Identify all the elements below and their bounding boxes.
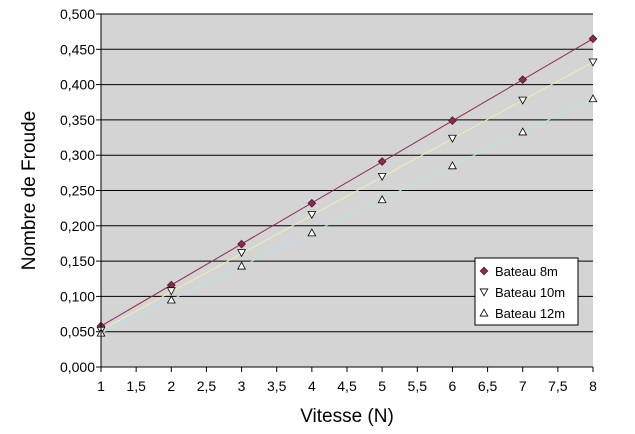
y-tick-label: 0,000	[60, 359, 95, 375]
gridlines	[96, 13, 594, 372]
x-tick-label: 5,5	[408, 378, 428, 394]
data-point-series-2	[377, 172, 387, 182]
data-point-series-1	[448, 116, 457, 125]
x-tick-label: 2,5	[197, 378, 217, 394]
y-tick-label: 0,500	[60, 6, 95, 22]
data-point-series-1	[237, 239, 246, 249]
x-tick-label: 4,5	[337, 378, 357, 394]
x-tick-label: 1,5	[126, 378, 146, 394]
data-point-series-1	[518, 75, 528, 85]
y-tick-label: 0,450	[60, 41, 95, 57]
x-tick-label: 3,5	[267, 378, 287, 394]
y-tick-label: 0,050	[60, 324, 95, 340]
data-markers	[96, 34, 598, 337]
y-tick-label: 0,400	[60, 77, 95, 93]
data-point-series-2	[518, 96, 528, 105]
x-tick-label: 3	[238, 378, 246, 394]
x-tick-label: 6	[449, 378, 457, 394]
y-tick-label: 0,100	[60, 288, 95, 304]
legend-marker-series-3	[479, 308, 489, 317]
y-tick-label: 0,350	[60, 112, 95, 128]
legend-label-series-1: Bateau 8m	[495, 264, 558, 279]
data-point-series-3	[237, 261, 247, 270]
data-point-series-1	[377, 157, 387, 166]
x-axis-title: Vitesse (N)	[300, 406, 394, 427]
x-tick-labels: 1 1,5 2 2,5 3 3,5 4 4,5 5 5,5 6 6,5 7 7,5 8	[97, 378, 597, 394]
trend-lines	[100, 38, 594, 334]
data-point-series-2	[307, 211, 317, 220]
data-point-series-3	[377, 195, 387, 204]
x-tick-label: 5	[378, 378, 386, 394]
trend-line-series-1	[100, 38, 594, 327]
y-tick-label: 0,200	[60, 218, 95, 234]
x-tick-label: 2	[167, 378, 175, 394]
legend: Bateau 8m Bateau 10m Bateau 12m	[474, 257, 579, 326]
legend-marker-series-2	[479, 288, 489, 297]
y-tick-labels: 0,000 0,050 0,100 0,150 0,200 0,250 0,300 0,350…	[60, 6, 95, 375]
trend-line-series-2	[100, 61, 594, 331]
data-point-series-1	[307, 198, 317, 208]
x-tick-label: 1	[97, 378, 105, 394]
trend-line-series-3	[100, 98, 594, 334]
y-tick-label: 0,250	[60, 183, 95, 199]
data-point-series-2	[237, 249, 247, 258]
x-tick-label: 7,5	[548, 378, 568, 394]
legend-marker-series-1	[479, 266, 489, 276]
data-point-series-2	[588, 58, 598, 67]
legend-label-series-3: Bateau 12m	[495, 306, 565, 321]
y-tick-label: 0,150	[60, 253, 95, 269]
y-axis-title: Nombre de Froude	[19, 111, 40, 270]
data-point-series-1	[588, 34, 598, 44]
data-point-series-3	[307, 228, 317, 237]
y-tick-label: 0,300	[60, 147, 95, 163]
x-tick-label: 8	[589, 378, 597, 394]
data-point-series-3	[447, 161, 457, 170]
axes	[100, 14, 593, 368]
data-point-series-3	[166, 295, 176, 304]
data-point-series-2	[166, 287, 176, 296]
x-tick-label: 7	[519, 378, 527, 394]
data-point-series-3	[588, 94, 598, 103]
legend-label-series-2: Bateau 10m	[495, 285, 565, 300]
x-tick-label: 6,5	[478, 378, 498, 394]
data-point-series-3	[518, 127, 528, 136]
legend-box	[474, 257, 579, 326]
x-tick-label: 4	[308, 378, 316, 394]
data-point-series-2	[447, 134, 457, 143]
